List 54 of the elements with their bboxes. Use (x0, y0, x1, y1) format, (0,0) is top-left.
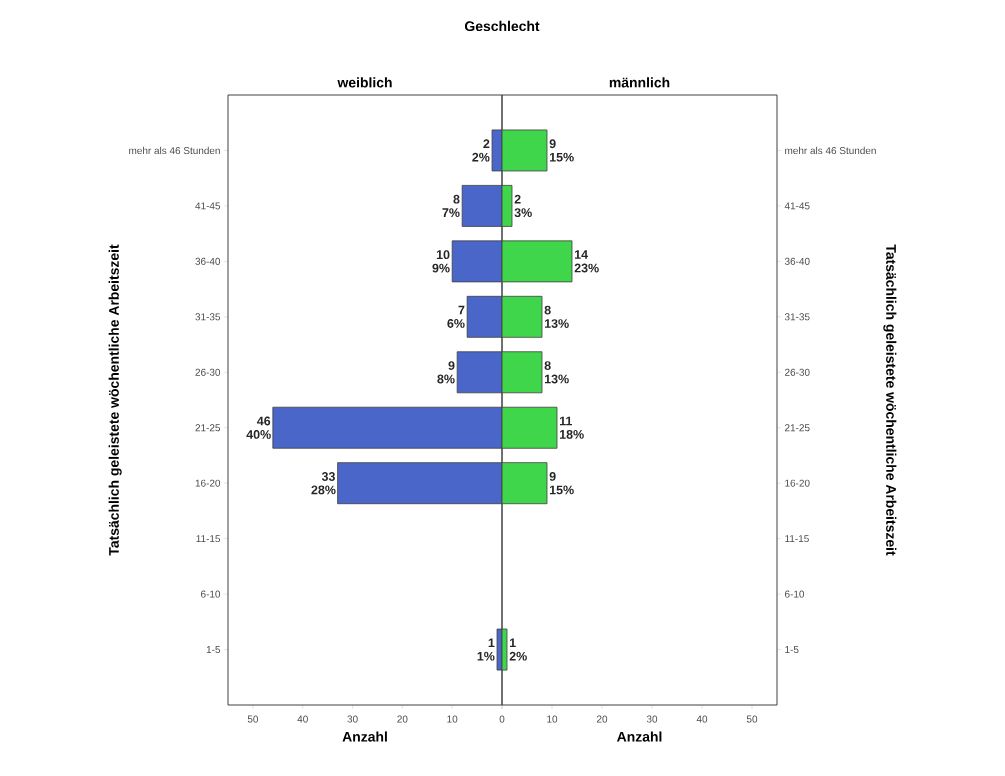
y-tick-label: 36-40 (784, 257, 810, 265)
x-tick-label: 50 (247, 715, 259, 723)
chart-title: weiblich (337, 77, 392, 88)
data-label: 9 15% (549, 139, 574, 162)
y-tick-label: 31-35 (195, 313, 221, 321)
data-label: 11 18% (559, 416, 584, 439)
y-tick-label: 41-45 (784, 202, 810, 210)
data-label: 33 28% (311, 472, 336, 495)
data-label: 7 6% (447, 305, 465, 328)
x-axis-title: Anzahl (616, 731, 662, 742)
x-tick-label: 40 (297, 715, 308, 723)
y-tick-label: 36-40 (195, 257, 221, 265)
data-label: 8 13% (544, 305, 569, 328)
data-label: 1 2% (509, 638, 527, 661)
y-tick-label: 16-20 (195, 479, 221, 487)
y-tick-label: mehr als 46 Stunden (129, 146, 220, 155)
data-label: 8 13% (544, 361, 569, 384)
y-tick-label: 26-30 (785, 368, 810, 376)
y-tick-label: 1-5 (206, 646, 221, 654)
y-tick-label: 11-15 (785, 535, 809, 543)
y-axis-title: Tatsächlich geleistete wöchentliche Arbeitszeit (108, 244, 122, 556)
x-tick-label: 50 (746, 715, 758, 723)
data-label: 14 23% (574, 250, 599, 273)
y-tick-label: 1-5 (785, 646, 799, 654)
x-tick-label: 20 (596, 715, 608, 723)
data-label: 46 40% (246, 416, 271, 439)
text: Geschlecht (464, 20, 540, 32)
y-tick-label: 31-35 (784, 313, 810, 321)
x-tick-label: 10 (447, 715, 458, 723)
data-label: 1 1% (477, 638, 495, 661)
x-tick-label: 30 (646, 715, 658, 723)
x-tick-label: 0 (499, 715, 505, 723)
x-tick-label: 40 (696, 715, 708, 723)
data-label: 9 15% (549, 472, 574, 495)
data-label: 10 9% (432, 250, 450, 273)
y-tick-label: 16-20 (785, 479, 810, 487)
y-tick-label: 6-10 (785, 590, 805, 598)
y-tick-label: 21-25 (195, 424, 221, 432)
y-tick-label: 21-25 (785, 424, 810, 432)
x-tick-label: 30 (347, 715, 358, 723)
y2-axis-title: Tatsächlich geleistete wöchentliche Arbeitszeit (883, 244, 897, 556)
data-label: 2 2% (472, 139, 490, 162)
x-tick-label: 10 (547, 715, 558, 723)
chart-title: männlich (609, 77, 670, 88)
data-label: 2 3% (514, 194, 532, 218)
data-label: 8 7% (442, 194, 460, 218)
y-tick-label: 41-45 (195, 202, 221, 210)
x-tick-label: 20 (397, 715, 408, 723)
y-tick-label: 6-10 (201, 590, 221, 598)
y-tick-label: 11-15 (196, 535, 221, 543)
x-axis-title: Anzahl (342, 731, 387, 742)
y-tick-label: mehr als 46 Stunden (785, 146, 876, 155)
y-tick-label: 26-30 (195, 368, 221, 376)
data-label: 9 8% (437, 361, 455, 384)
